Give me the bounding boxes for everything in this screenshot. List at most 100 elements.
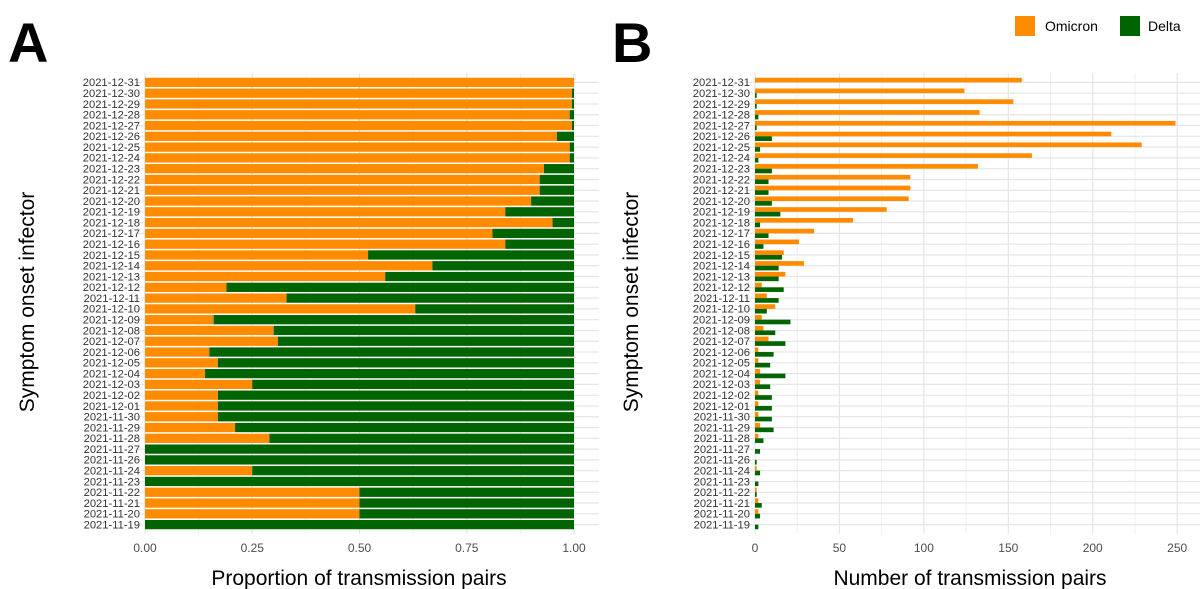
y-tick-label: 2021-11-21 <box>84 498 140 510</box>
x-tick-label: 50 <box>833 541 847 555</box>
x-ticks-a: 0.00 0.25 0.50 0.75 1.00 <box>133 541 586 555</box>
bar-omicron <box>145 271 386 282</box>
bar-delta <box>755 308 767 314</box>
y-axis-title-a: Symptom onset infector <box>16 192 39 413</box>
y-tick-label: 2021-12-05 <box>693 358 750 370</box>
y-tick-label: 2021-12-24 <box>693 153 750 165</box>
bar-omicron <box>755 422 761 428</box>
y-tick-label: 2021-12-21 <box>83 185 140 197</box>
y-tick-label: 2021-12-02 <box>693 390 750 402</box>
bar-omicron <box>755 358 759 363</box>
bar-omicron <box>755 379 761 385</box>
bar-delta <box>755 190 769 195</box>
bar-delta <box>755 459 757 465</box>
bar-omicron <box>145 99 572 109</box>
bar-delta <box>569 142 574 152</box>
bar-delta <box>505 207 574 217</box>
bar-delta <box>755 524 759 530</box>
y-tick-label: 2021-12-28 <box>83 110 140 122</box>
bar-omicron <box>755 315 762 320</box>
y-tick-label: 2021-11-19 <box>694 519 750 531</box>
bar-delta <box>755 503 762 508</box>
bar-delta <box>755 513 761 519</box>
bar-omicron <box>755 282 762 288</box>
bar-delta <box>226 282 574 292</box>
bar-omicron <box>755 433 759 439</box>
bar-omicron <box>755 99 1014 104</box>
y-tick-label: 2021-12-18 <box>83 217 140 229</box>
bar-delta <box>755 125 757 131</box>
bar-delta <box>145 444 574 454</box>
bar-delta <box>755 481 759 487</box>
bar-delta <box>755 222 761 228</box>
grid-a <box>135 73 599 534</box>
y-tick-label: 2021-12-23 <box>83 163 140 175</box>
y-tick-label: 2021-11-24 <box>84 465 140 477</box>
bar-omicron <box>145 250 369 260</box>
bar-omicron <box>755 164 978 169</box>
bar-delta <box>539 185 574 195</box>
y-tick-label: 2021-12-22 <box>83 174 140 186</box>
y-tick-label: 2021-12-19 <box>83 207 140 219</box>
y-tick-label: 2021-12-12 <box>693 282 750 294</box>
bar-omicron <box>755 347 759 353</box>
y-tick-label: 2021-12-07 <box>693 336 750 348</box>
bar-delta <box>531 196 574 206</box>
bar-omicron <box>145 293 287 303</box>
bar-delta <box>755 416 772 422</box>
y-tick-label: 2021-11-28 <box>694 433 750 445</box>
bar-delta <box>235 422 574 433</box>
x-ticks-b: 0 50 100 150 200 250 <box>752 541 1188 555</box>
y-tick-label: 2021-12-03 <box>693 379 750 391</box>
bar-delta <box>145 519 574 530</box>
bar-omicron <box>145 304 416 314</box>
bar-omicron <box>755 131 1112 137</box>
bar-delta <box>755 157 759 163</box>
y-tick-label: 2021-12-06 <box>693 347 750 359</box>
x-tick-label: 250 <box>1167 541 1187 555</box>
bar-delta <box>755 405 772 411</box>
bar-omicron <box>145 336 278 346</box>
bar-omicron <box>755 77 1022 83</box>
bar-delta <box>552 217 574 228</box>
panel-a-proportion-chart: 2021-11-192021-11-202021-11-212021-11-22… <box>16 73 599 589</box>
y-tick-label: 2021-12-29 <box>693 99 750 111</box>
bar-omicron <box>755 293 767 299</box>
bar-omicron <box>755 250 784 255</box>
y-tick-label: 2021-12-14 <box>693 261 750 273</box>
bar-delta <box>755 276 779 282</box>
bar-delta <box>252 466 574 476</box>
bar-delta <box>205 368 574 379</box>
panel-b-count-chart: 2021-11-192021-11-202021-11-212021-11-22… <box>620 73 1200 589</box>
bar-omicron <box>755 110 980 115</box>
bar-delta <box>755 438 764 443</box>
y-tick-label: 2021-12-15 <box>83 250 140 262</box>
legend-label-delta: Delta <box>1148 18 1181 34</box>
bar-delta <box>273 325 574 336</box>
bar-omicron <box>145 120 572 131</box>
y-tick-label: 2021-11-27 <box>84 444 140 456</box>
y-tick-label: 2021-12-06 <box>83 347 140 359</box>
y-tick-label: 2021-11-20 <box>84 509 140 521</box>
bar-omicron <box>755 207 887 212</box>
y-tick-label: 2021-12-10 <box>693 304 750 316</box>
y-tick-label: 2021-12-17 <box>83 228 140 240</box>
x-tick-label: 0 <box>752 541 759 555</box>
y-tick-label: 2021-12-04 <box>693 368 750 380</box>
bar-delta <box>359 487 574 497</box>
bar-omicron <box>145 174 540 185</box>
bar-omicron <box>145 466 253 476</box>
bar-delta <box>755 93 757 98</box>
bar-delta <box>755 492 757 497</box>
y-tick-label: 2021-12-09 <box>83 314 140 326</box>
y-tick-label: 2021-11-26 <box>694 455 750 467</box>
bar-omicron <box>145 315 214 325</box>
bar-omicron <box>145 358 218 368</box>
y-tick-label: 2021-12-30 <box>83 88 140 100</box>
y-tick-label: 2021-12-07 <box>83 336 140 348</box>
bar-delta <box>571 99 574 109</box>
bar-delta <box>755 147 761 152</box>
bar-omicron <box>755 304 776 309</box>
y-tick-label: 2021-12-26 <box>693 131 750 143</box>
x-tick-label: 1.00 <box>562 541 586 555</box>
